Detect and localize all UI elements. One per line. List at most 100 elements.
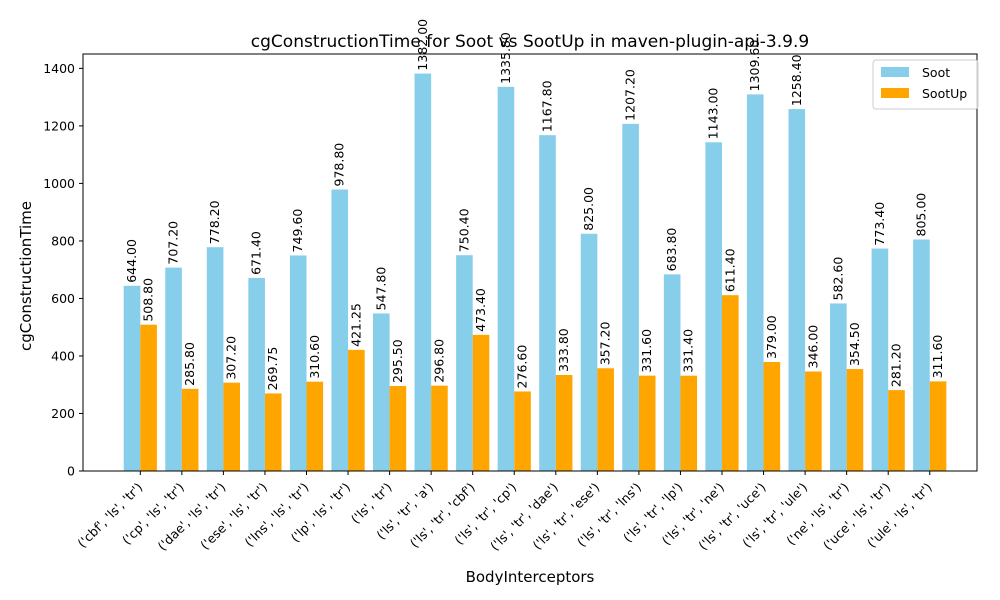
bar-sootup (555, 375, 573, 471)
y-tick-label: 1000 (43, 176, 75, 191)
bar-soot (456, 255, 473, 471)
value-label-soot: 825.00 (581, 187, 596, 231)
bar-soot (289, 255, 307, 471)
bar-sootup (763, 362, 781, 471)
bar-soot (539, 135, 556, 471)
value-label-sootup: 307.20 (224, 336, 239, 380)
value-label-sootup: 421.25 (348, 303, 363, 347)
y-tick-label: 1200 (43, 118, 75, 133)
value-label-sootup: 295.50 (390, 339, 405, 383)
value-label-soot: 750.40 (456, 208, 471, 252)
bar-sootup (431, 385, 448, 471)
chart-title: cgConstructionTime for Soot vs SootUp in… (251, 32, 809, 52)
bar-soot (871, 248, 889, 471)
value-label-sootup: 281.20 (889, 343, 904, 387)
bar-sootup (223, 382, 240, 471)
value-label-soot: 547.80 (373, 267, 388, 311)
legend-label-sootup: SootUp (922, 86, 967, 101)
bar-soot (580, 233, 598, 471)
value-label-soot: 1258.40 (789, 54, 804, 106)
value-label-sootup: 285.80 (182, 342, 197, 386)
bar-sootup (306, 381, 324, 471)
value-label-sootup: 379.00 (764, 315, 779, 359)
y-tick-label: 400 (51, 348, 75, 363)
value-label-soot: 582.60 (830, 257, 845, 301)
value-label-soot: 683.80 (664, 228, 679, 272)
value-label-sootup: 331.60 (639, 329, 654, 373)
value-label-sootup: 269.75 (265, 347, 280, 391)
value-label-sootup: 354.50 (847, 322, 862, 366)
value-label-sootup: 311.60 (930, 335, 945, 379)
bar-sootup (680, 375, 698, 471)
bar-sootup (805, 371, 822, 471)
legend-label-soot: Soot (922, 65, 950, 80)
legend: Soot SootUp (872, 59, 979, 110)
x-axis-title: BodyInterceptors (466, 568, 595, 586)
bar-sootup (472, 334, 490, 471)
value-label-soot: 707.20 (166, 221, 181, 265)
value-label-sootup: 357.20 (598, 321, 613, 365)
bar-sootup (389, 386, 407, 471)
bar-soot (497, 86, 515, 471)
bar-soot (248, 277, 265, 471)
value-label-soot: 805.00 (913, 193, 928, 237)
bar-soot (788, 109, 806, 471)
bar-sootup (514, 391, 531, 471)
bars-layer (123, 73, 947, 472)
bar-sootup (181, 388, 199, 471)
bar-soot (206, 247, 224, 471)
bar-soot (373, 313, 390, 471)
bar-soot (331, 189, 349, 471)
value-label-soot: 773.40 (872, 202, 887, 246)
bar-sootup (722, 295, 739, 471)
value-label-sootup: 346.00 (805, 325, 820, 369)
value-label-sootup: 276.60 (515, 345, 530, 389)
value-label-soot: 1309.60 (747, 40, 762, 92)
value-label-soot: 1143.00 (706, 88, 721, 140)
bar-soot (414, 73, 432, 471)
value-label-sootup: 508.80 (141, 278, 156, 322)
bar-sootup (888, 390, 905, 471)
bar-sootup (638, 375, 656, 471)
value-label-sootup: 310.60 (307, 335, 322, 379)
bar-soot (663, 274, 681, 471)
value-label-soot: 644.00 (124, 239, 139, 283)
bar-soot (165, 267, 182, 471)
bar-sootup (140, 324, 157, 471)
bar-sootup (929, 381, 947, 471)
bar-soot (123, 285, 141, 471)
y-tick-label: 0 (67, 464, 75, 479)
value-label-sootup: 331.40 (681, 329, 696, 373)
value-label-soot: 978.80 (332, 143, 347, 187)
value-label-soot: 1207.20 (623, 69, 638, 121)
legend-swatch-soot (881, 67, 909, 77)
bar-soot (746, 94, 764, 471)
bar-soot (913, 239, 930, 471)
value-label-sootup: 611.40 (722, 248, 737, 292)
legend-swatch-sootup (881, 88, 909, 98)
value-label-soot: 1382.00 (415, 19, 430, 71)
y-tick-label: 200 (51, 406, 75, 421)
bar-soot (622, 123, 639, 471)
value-label-sootup: 333.80 (556, 328, 571, 372)
value-label-soot: 749.60 (290, 209, 305, 253)
bar-sootup (597, 368, 614, 471)
value-label-sootup: 473.40 (473, 288, 488, 332)
bar-soot (705, 142, 722, 472)
bar-sootup (348, 349, 365, 471)
y-tick-label: 800 (51, 233, 75, 248)
bar-soot (830, 303, 847, 471)
value-label-sootup: 296.80 (431, 339, 446, 383)
bar-sootup (264, 393, 282, 471)
y-tick-label: 600 (51, 291, 75, 306)
value-label-soot: 1167.80 (540, 80, 555, 132)
y-axis-title: cgConstructionTime (17, 201, 35, 351)
y-tick-label: 1400 (43, 61, 75, 76)
y-axis: 0 200 400 600 800 1000 1200 1400 (43, 61, 83, 479)
value-label-soot: 1335.80 (498, 32, 513, 84)
plot-frame (82, 53, 978, 472)
bar-sootup (846, 369, 864, 471)
value-label-soot: 671.40 (249, 231, 264, 275)
